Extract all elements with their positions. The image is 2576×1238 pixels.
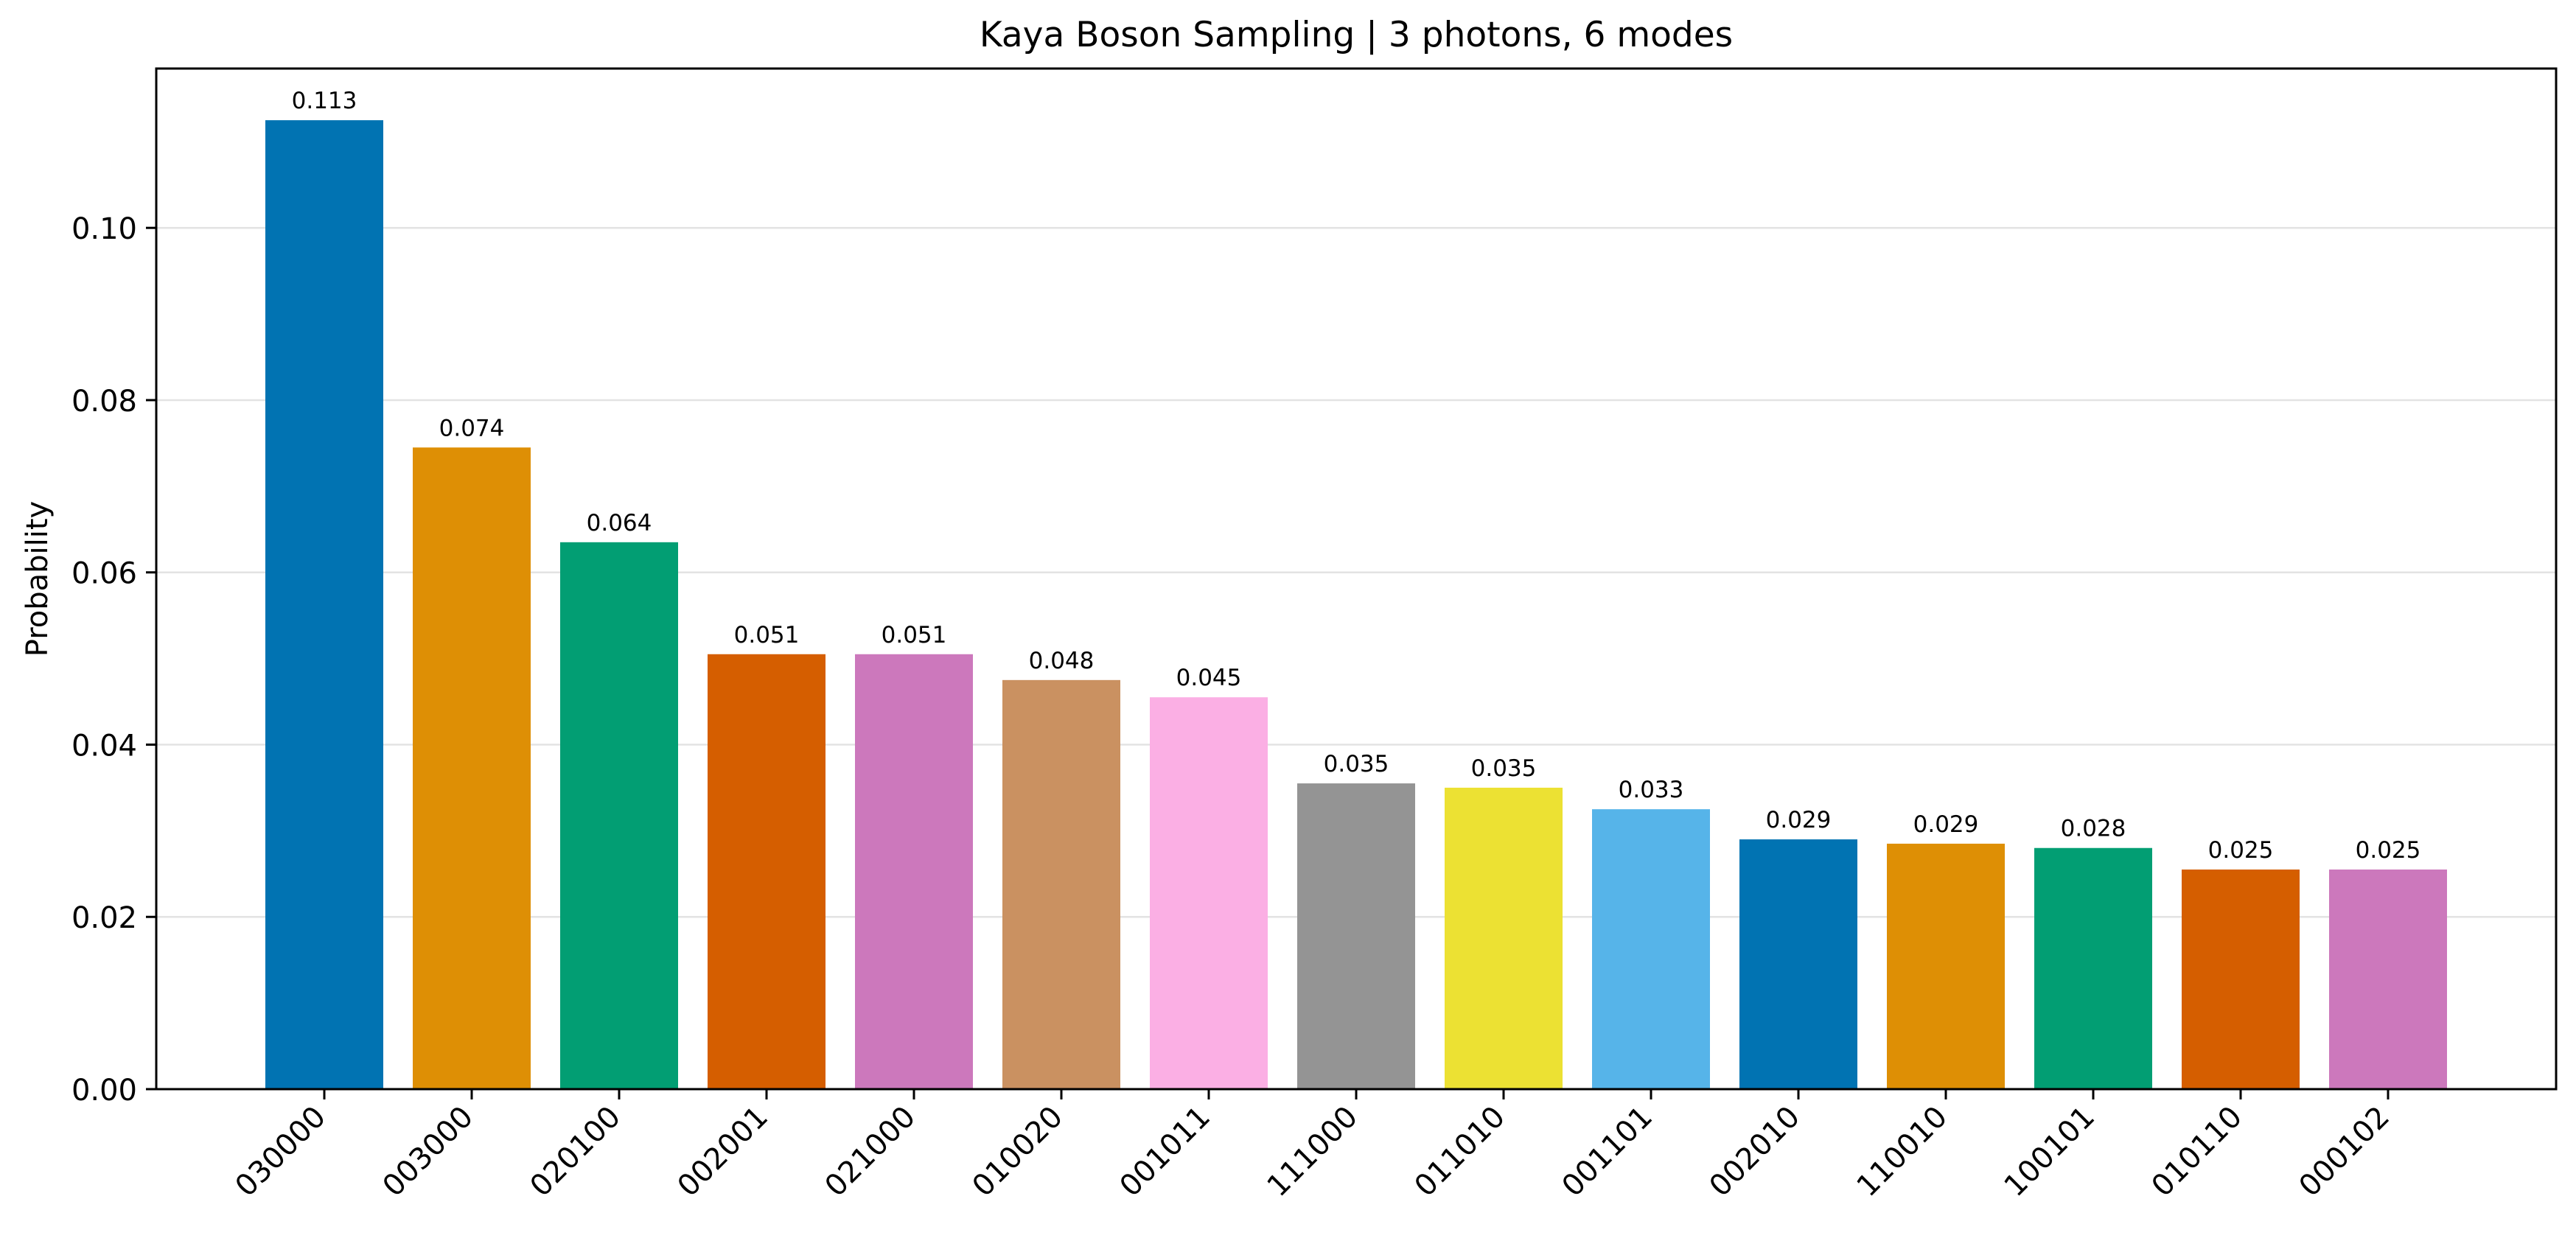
bar-value-label: 0.033 — [1619, 777, 1684, 803]
bar-110010 — [1887, 843, 2005, 1089]
y-tick-label: 0.04 — [71, 729, 137, 763]
bar-value-label: 0.035 — [1324, 751, 1389, 777]
y-tick-label: 0.08 — [71, 385, 137, 419]
x-tick-label: 011010 — [1409, 1100, 1512, 1204]
x-axis: 030000 003000 020100 002001 021000 010020 0010… — [229, 1089, 2397, 1204]
x-tick-label: 100101 — [1998, 1100, 2102, 1204]
bar-value-labels: 0.113 0.074 0.064 0.051 0.051 0.048 0.045 0.035… — [292, 88, 2421, 864]
bar-value-label: 0.029 — [1766, 807, 1832, 833]
bar-003000 — [413, 447, 531, 1089]
bar-111000 — [1297, 783, 1415, 1089]
bar-002001 — [708, 654, 825, 1089]
bar-021000 — [855, 654, 973, 1089]
y-tick-label: 0.06 — [71, 557, 137, 591]
bar-value-label: 0.029 — [1913, 811, 1979, 838]
bar-value-label: 0.051 — [734, 622, 800, 648]
bar-010110 — [2182, 869, 2300, 1089]
bar-value-label: 0.028 — [2061, 816, 2126, 842]
bar-020100 — [560, 542, 678, 1089]
x-tick-label: 001101 — [1556, 1100, 1660, 1204]
x-tick-label: 003000 — [377, 1100, 481, 1204]
bar-value-label: 0.025 — [2208, 837, 2274, 864]
bar-100101 — [2034, 847, 2152, 1089]
x-tick-label: 020100 — [524, 1100, 628, 1204]
x-tick-label: 010020 — [966, 1100, 1070, 1204]
y-axis: 0.00 0.02 0.04 0.06 0.08 0.10 — [71, 212, 156, 1108]
x-tick-label: 002001 — [671, 1100, 775, 1204]
y-tick-label: 0.10 — [71, 212, 137, 246]
y-tick-label: 0.00 — [71, 1074, 137, 1108]
x-tick-label: 111000 — [1261, 1100, 1365, 1204]
bar-011010 — [1445, 787, 1563, 1089]
x-tick-label: 001011 — [1114, 1100, 1218, 1204]
bar-value-label: 0.051 — [882, 622, 947, 648]
x-tick-label: 030000 — [229, 1100, 333, 1204]
bar-value-label: 0.025 — [2356, 837, 2421, 864]
bar-002010 — [1739, 839, 1857, 1089]
bar-001101 — [1592, 809, 1710, 1089]
y-tick-label: 0.02 — [71, 901, 137, 935]
bar-001011 — [1150, 697, 1268, 1089]
y-axis-label: Probability — [21, 501, 55, 657]
bar-value-label: 0.035 — [1471, 755, 1537, 782]
bar-010020 — [1002, 679, 1120, 1089]
bars — [265, 120, 2447, 1089]
bar-value-label: 0.074 — [439, 415, 505, 441]
gridlines — [156, 226, 2556, 918]
x-tick-label: 010110 — [2146, 1100, 2249, 1204]
bar-value-label: 0.045 — [1176, 665, 1242, 691]
x-tick-label: 000102 — [2293, 1100, 2397, 1204]
bar-value-label: 0.064 — [587, 510, 652, 536]
bar-value-label: 0.113 — [292, 88, 357, 114]
bar-030000 — [265, 120, 383, 1089]
x-tick-label: 002010 — [1703, 1100, 1807, 1204]
bar-value-label: 0.048 — [1029, 648, 1095, 674]
x-tick-label: 110010 — [1851, 1100, 1955, 1204]
x-tick-label: 021000 — [819, 1100, 923, 1204]
chart-title: Kaya Boson Sampling | 3 photons, 6 modes — [980, 15, 1733, 55]
bar-000102 — [2329, 869, 2447, 1089]
